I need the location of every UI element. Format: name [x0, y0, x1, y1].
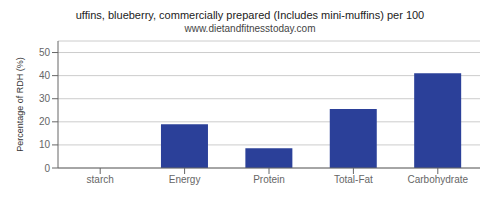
svg-text:Total-Fat: Total-Fat	[334, 174, 373, 185]
svg-text:Energy: Energy	[169, 174, 201, 185]
svg-text:Percentage of RDH (%): Percentage of RDH (%)	[15, 57, 25, 152]
svg-text:40: 40	[39, 70, 51, 81]
svg-text:Carbohydrate: Carbohydrate	[408, 174, 469, 185]
html-text:uffins, blueberry, commerciall: uffins, blueberry, commercially prepared…	[75, 9, 425, 21]
svg-text:0: 0	[44, 163, 50, 174]
svg-text:Protein: Protein	[253, 174, 285, 185]
html-text:www.dietandfitnesstoday.com: www.dietandfitnesstoday.com	[184, 23, 316, 34]
svg-text:20: 20	[39, 116, 51, 127]
svg-text:30: 30	[39, 93, 51, 104]
svg-text:10: 10	[39, 139, 51, 150]
svg-text:starch: starch	[87, 174, 114, 185]
svg-text:50: 50	[39, 47, 51, 58]
